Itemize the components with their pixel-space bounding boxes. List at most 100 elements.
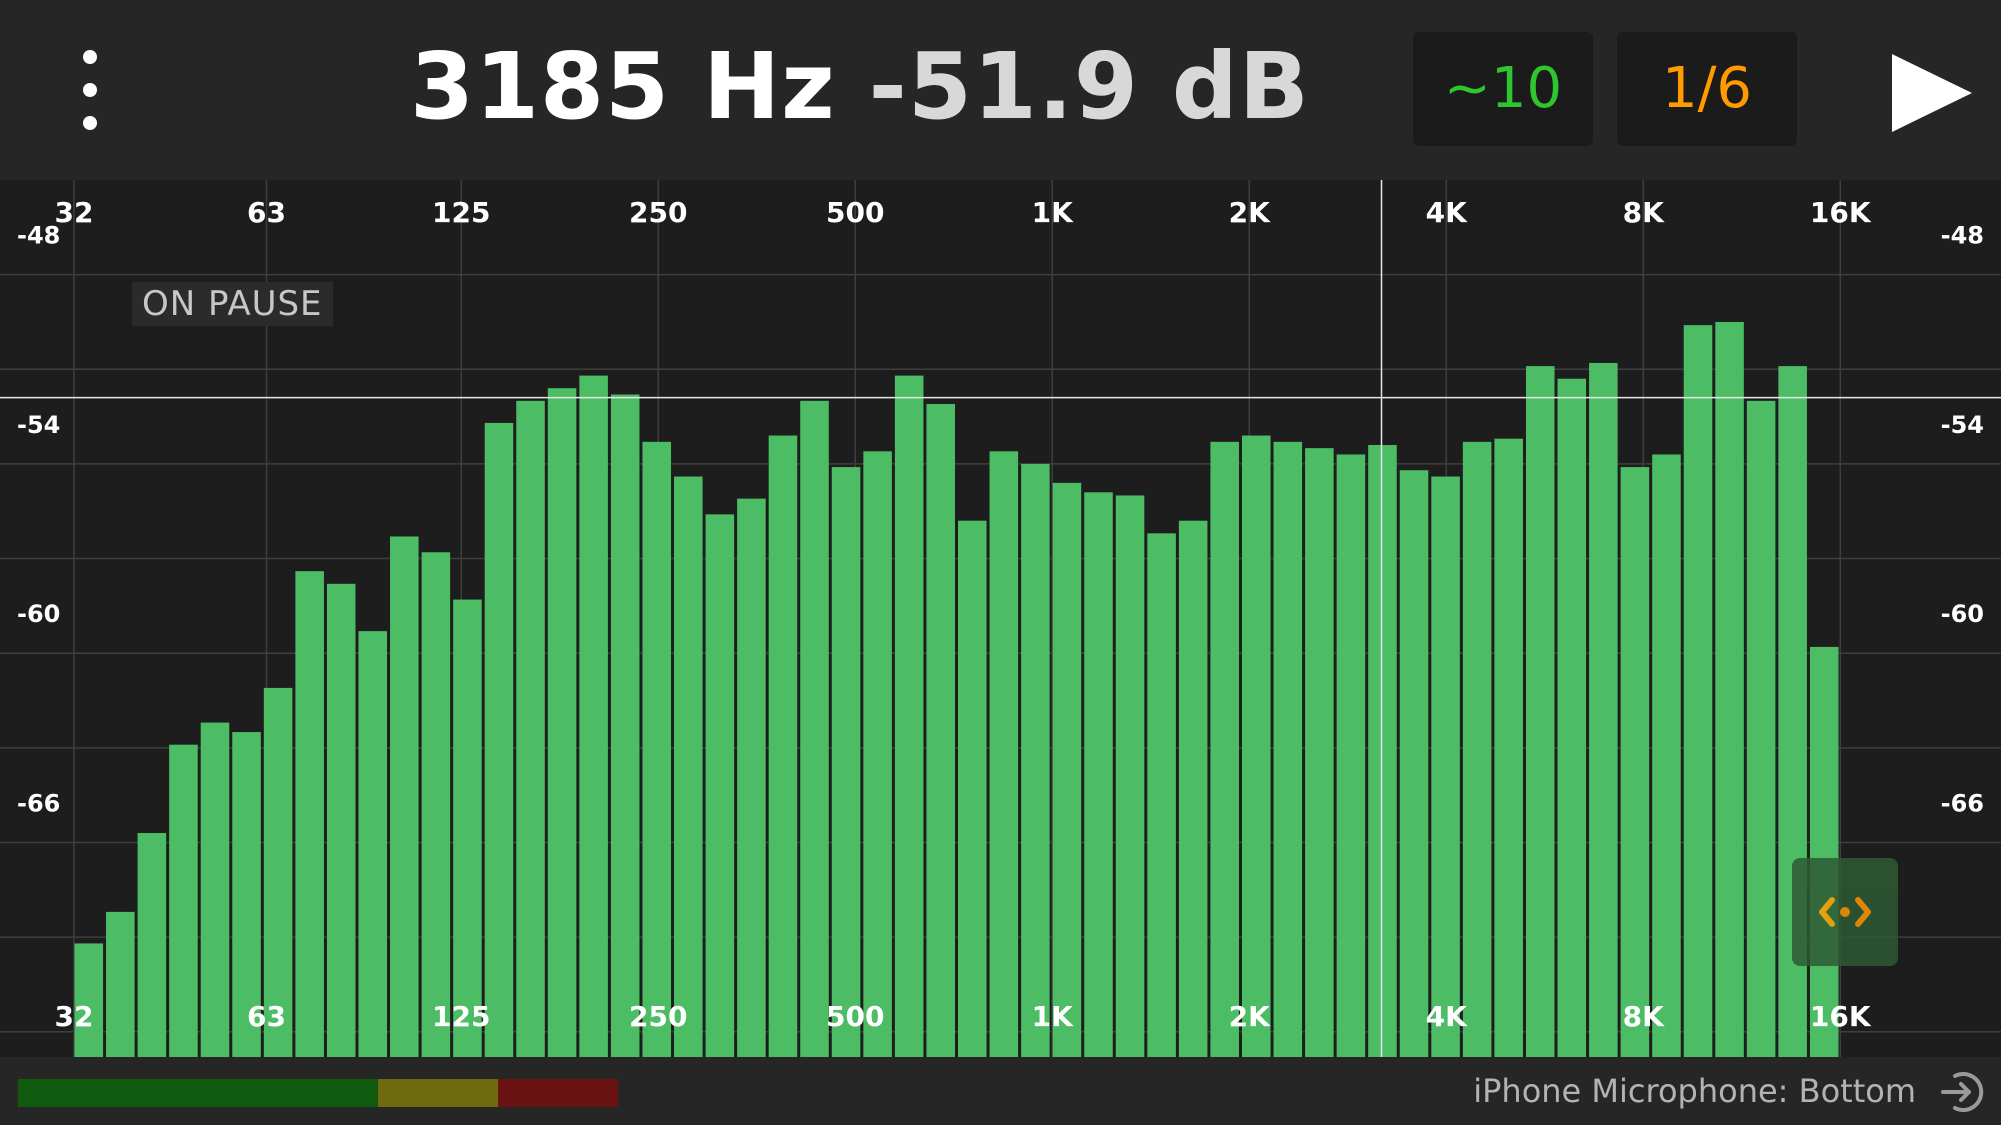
x-tick-label: 250 bbox=[629, 196, 687, 229]
pause-status-badge: ON PAUSE bbox=[132, 282, 333, 326]
y-tick-label: -66 bbox=[1941, 789, 1984, 817]
y-tick-label: -54 bbox=[1941, 411, 1984, 439]
x-tick-label: 4K bbox=[1426, 196, 1468, 229]
input-source-icon[interactable] bbox=[1937, 1067, 1987, 1117]
x-tick-label: 63 bbox=[247, 1000, 286, 1033]
spectrum-bar bbox=[831, 467, 861, 1057]
more-vertical-icon[interactable] bbox=[70, 50, 110, 130]
spectrum-bar bbox=[1620, 467, 1650, 1057]
spectrum-bar bbox=[1368, 444, 1397, 1057]
spectrum-bar bbox=[484, 422, 514, 1057]
spectrum-bar bbox=[1210, 441, 1239, 1057]
spectrum-chart[interactable]: 32 32 63 63 125 125 250 250 500 500 1K 1K 2K 2K 4K 4K 8K… bbox=[0, 180, 2001, 1057]
bottom-bar: iPhone Microphone: Bottom bbox=[0, 1057, 2001, 1125]
input-source-label[interactable]: iPhone Microphone: Bottom bbox=[1473, 1072, 1916, 1110]
spectrum-bar bbox=[295, 571, 324, 1057]
level-meter-segment bbox=[498, 1079, 618, 1107]
spectrum-bar bbox=[200, 722, 230, 1057]
menu-dot bbox=[83, 83, 97, 97]
x-tick-label: 500 bbox=[826, 196, 884, 229]
spectrum-bar bbox=[263, 687, 293, 1057]
zoom-toggle-button[interactable] bbox=[1792, 858, 1898, 966]
spectrum-bar bbox=[1021, 463, 1050, 1057]
x-tick-label: 1K bbox=[1032, 1000, 1074, 1033]
spectrum-bar bbox=[1431, 476, 1460, 1057]
spectrum-bar bbox=[1462, 441, 1492, 1057]
spectrum-bar bbox=[1494, 438, 1523, 1057]
spectrum-bar bbox=[74, 943, 104, 1057]
level-meter-segment bbox=[378, 1079, 498, 1107]
spectrum-bar bbox=[137, 833, 167, 1057]
y-tick-label: -60 bbox=[1941, 600, 1984, 628]
spectrum-bar bbox=[169, 744, 198, 1057]
menu-dot bbox=[83, 116, 97, 130]
x-tick-label: 16K bbox=[1810, 196, 1872, 229]
x-tick-label: 250 bbox=[629, 1000, 687, 1033]
spectrum-bar bbox=[705, 514, 735, 1057]
level-readout: -51.9 dB bbox=[868, 33, 1310, 140]
spectrum-bar bbox=[516, 400, 545, 1057]
spectrum-bar bbox=[1399, 470, 1429, 1057]
spectrum-bar bbox=[1336, 454, 1366, 1057]
octave-resolution-button[interactable]: 1/6 bbox=[1617, 32, 1797, 146]
y-tick-label: -60 bbox=[17, 600, 60, 628]
spectrum-bar bbox=[863, 451, 892, 1057]
x-tick-label: 500 bbox=[826, 1000, 884, 1033]
spectrum-bar bbox=[1683, 325, 1713, 1057]
x-tick-label: 125 bbox=[432, 1000, 490, 1033]
spectrum-bar bbox=[1178, 520, 1208, 1057]
averaging-button[interactable]: ~10 bbox=[1413, 32, 1593, 146]
x-tick-label: 8K bbox=[1623, 1000, 1665, 1033]
spectrum-bar bbox=[1241, 435, 1271, 1057]
spectrum-bar bbox=[1052, 482, 1082, 1057]
spectrum-bar bbox=[1115, 495, 1145, 1057]
spectrum-bar bbox=[1084, 492, 1113, 1057]
spectrum-bar bbox=[1746, 400, 1776, 1057]
pan-zoom-icon bbox=[1819, 897, 1871, 927]
spectrum-bar bbox=[1809, 646, 1839, 1057]
x-tick-label: 16K bbox=[1810, 1000, 1872, 1033]
play-icon[interactable] bbox=[1880, 50, 1980, 136]
spectrum-bar bbox=[106, 911, 135, 1057]
spectrum-bar bbox=[926, 403, 955, 1057]
spectrum-bar bbox=[800, 400, 829, 1057]
cursor-readout: 3185 Hz -51.9 dB bbox=[410, 32, 1310, 142]
spectrum-bar bbox=[737, 498, 766, 1057]
x-tick-label: 32 bbox=[55, 196, 94, 229]
spectrum-bar bbox=[453, 599, 482, 1057]
y-tick-label: -48 bbox=[17, 222, 60, 250]
x-tick-label: 1K bbox=[1032, 196, 1074, 229]
spectrum-bar bbox=[1525, 366, 1555, 1057]
spectrum-bar bbox=[1715, 321, 1744, 1057]
x-tick-label: 125 bbox=[432, 196, 490, 229]
spectrum-bar bbox=[989, 451, 1019, 1057]
x-tick-label: 8K bbox=[1623, 196, 1665, 229]
menu-dot bbox=[83, 50, 97, 64]
y-tick-label: -66 bbox=[17, 789, 60, 817]
spectrum-bar bbox=[642, 441, 672, 1057]
spectrum-bar bbox=[579, 375, 608, 1057]
frequency-readout: 3185 Hz bbox=[410, 33, 836, 140]
spectrum-bar bbox=[1147, 533, 1176, 1057]
y-tick-label: -54 bbox=[17, 411, 60, 439]
spectrum-bar bbox=[421, 552, 451, 1057]
x-tick-label: 2K bbox=[1229, 196, 1271, 229]
spectrum-bar bbox=[232, 732, 261, 1057]
y-tick-label: -48 bbox=[1941, 222, 1984, 250]
x-tick-label: 4K bbox=[1426, 1000, 1468, 1033]
level-meter-segment bbox=[18, 1079, 378, 1107]
spectrum-bar bbox=[958, 520, 987, 1057]
spectrum-bar bbox=[390, 536, 419, 1057]
spectrum-bar bbox=[547, 388, 577, 1057]
x-tick-label: 2K bbox=[1229, 1000, 1271, 1033]
spectrum-bar bbox=[326, 583, 356, 1057]
spectrum-bar bbox=[1589, 362, 1618, 1057]
spectrum-bar bbox=[610, 394, 640, 1057]
spectrum-bar bbox=[894, 375, 924, 1057]
x-tick-label: 32 bbox=[55, 1000, 94, 1033]
spectrum-bar bbox=[1273, 441, 1303, 1057]
spectrum-bar bbox=[1652, 454, 1681, 1057]
spectrum-bar bbox=[1305, 448, 1334, 1057]
spectrum-bar bbox=[358, 631, 388, 1057]
input-level-meter bbox=[18, 1079, 618, 1107]
